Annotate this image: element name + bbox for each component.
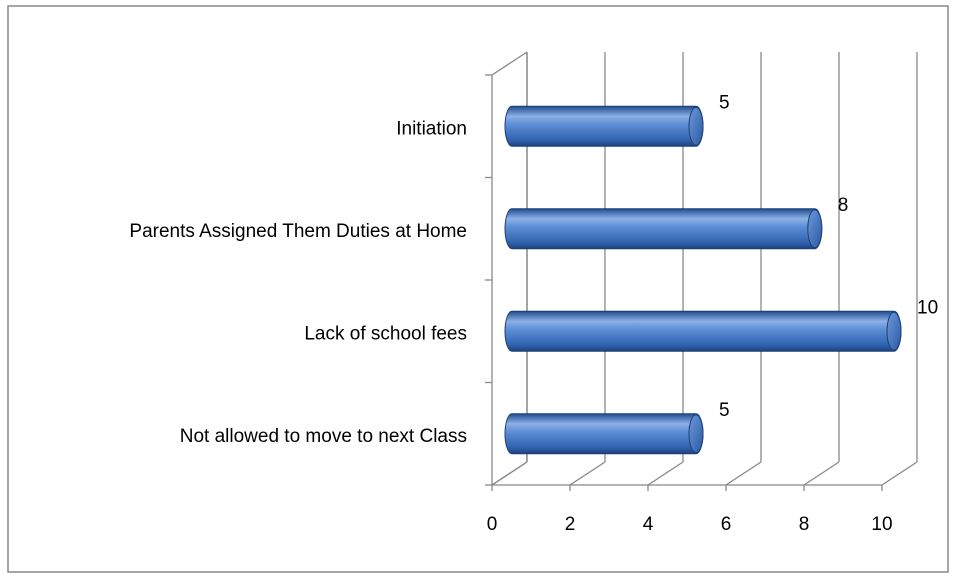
bar xyxy=(504,310,902,352)
x-tick-label: 4 xyxy=(643,514,654,535)
bar-cap xyxy=(688,414,704,454)
bar xyxy=(504,105,704,147)
y-tick-label: Parents Assigned Them Duties at Home xyxy=(129,221,467,242)
grid-line xyxy=(569,461,606,486)
grid-line xyxy=(725,461,762,486)
value-label: 10 xyxy=(917,297,938,318)
y-tick-label: Initiation xyxy=(396,118,467,139)
x-tick-label: 8 xyxy=(799,514,810,535)
grid-line xyxy=(647,461,684,486)
bar-cap xyxy=(886,311,902,351)
value-label: 5 xyxy=(719,92,730,113)
bar-cap xyxy=(807,209,823,249)
bar xyxy=(504,413,704,455)
grid-line xyxy=(491,461,528,486)
value-label: 5 xyxy=(719,400,730,421)
x-tick-label: 2 xyxy=(565,514,576,535)
grid-line xyxy=(881,461,918,486)
bar-cap xyxy=(688,106,704,146)
x-tick-label: 6 xyxy=(721,514,732,535)
y-tick-label: Lack of school fees xyxy=(304,323,467,344)
grid-line xyxy=(803,461,840,486)
value-label: 8 xyxy=(838,195,849,216)
y-tick-label: Not allowed to move to next Class xyxy=(180,426,467,447)
bar xyxy=(504,208,823,250)
chart-border xyxy=(7,5,949,573)
x-tick-label: 10 xyxy=(871,514,892,535)
x-tick-label: 0 xyxy=(487,514,498,535)
